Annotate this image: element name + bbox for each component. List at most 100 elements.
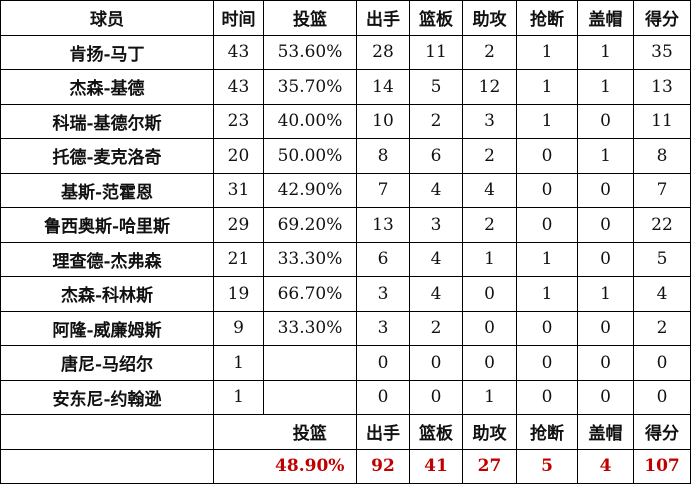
stat-cell: 1 [462,379,517,415]
stat-cell: 0 [577,172,634,208]
stat-cell: 13 [633,69,691,105]
table-row: 基斯-范霍恩 31 42.90% 7 4 4 0 0 7 [0,172,691,208]
stat-cell: 0 [577,345,634,381]
stat-cell: 2 [462,34,517,70]
player-name: 托德-麦克洛奇 [0,138,214,174]
stat-cell: 50.00% [263,138,357,174]
stat-cell: 0 [577,241,634,277]
table-row: 肯扬-马丁 43 53.60% 28 11 2 1 1 35 [0,34,691,70]
stat-cell: 0 [409,345,463,381]
stat-cell: 0 [633,345,691,381]
total-value: 92 [356,448,410,484]
summary-header-row: 投篮 出手 篮板 助攻 抢断 盖帽 得分 [0,414,691,450]
player-name: 阿隆-威廉姆斯 [0,310,214,346]
stat-cell: 35.70% [263,69,357,105]
stat-cell: 13 [356,207,410,243]
stat-cell: 0 [577,379,634,415]
table-row: 阿隆-威廉姆斯 9 33.30% 3 2 0 0 0 2 [0,310,691,346]
stat-cell: 9 [213,310,264,346]
stat-cell: 1 [213,345,264,381]
stat-cell: 4 [462,172,517,208]
total-value: 41 [409,448,463,484]
stat-cell: 1 [577,138,634,174]
stat-cell: 2 [462,207,517,243]
stat-cell: 1 [577,276,634,312]
stat-cell: 35 [633,34,691,70]
empty-cell [0,448,214,484]
stat-cell: 0 [577,207,634,243]
stat-cell: 40.00% [263,103,357,139]
summary-header: 投篮 [263,414,357,450]
stat-cell: 0 [356,379,410,415]
stat-cell: 0 [462,276,517,312]
stat-cell: 3 [462,103,517,139]
player-name: 安东尼-约翰逊 [0,379,214,415]
column-header: 篮板 [409,0,463,36]
total-value: 4 [577,448,634,484]
stat-cell: 33.30% [263,310,357,346]
player-name: 肯扬-马丁 [0,34,214,70]
stat-cell: 21 [213,241,264,277]
stat-cell: 0 [516,138,578,174]
empty-cell [213,414,264,450]
table-row: 科瑞-基德尔斯 23 40.00% 10 2 3 1 0 11 [0,103,691,139]
stat-cell: 28 [356,34,410,70]
stat-cell: 1 [213,379,264,415]
stat-cell: 10 [356,103,410,139]
stat-cell: 0 [462,310,517,346]
table-row: 理查德-杰弗森 21 33.30% 6 4 1 1 0 5 [0,241,691,277]
stat-cell: 8 [356,138,410,174]
stat-cell: 14 [356,69,410,105]
stat-cell: 3 [356,276,410,312]
column-header: 助攻 [462,0,517,36]
table-row: 安东尼-约翰逊 1 0 0 1 0 0 0 [0,379,691,415]
stat-cell: 11 [409,34,463,70]
summary-header: 出手 [356,414,410,450]
stat-cell: 1 [577,69,634,105]
stat-cell: 2 [633,310,691,346]
stat-cell [263,345,357,381]
stat-cell: 0 [462,345,517,381]
stat-cell: 0 [516,345,578,381]
empty-cell [213,448,264,484]
stat-cell: 5 [409,69,463,105]
stat-cell: 66.70% [263,276,357,312]
total-value: 48.90% [263,448,357,484]
stat-cell: 11 [633,103,691,139]
column-header: 出手 [356,0,410,36]
stat-cell: 69.20% [263,207,357,243]
column-header: 时间 [213,0,264,36]
totals-row: 48.90% 92 41 27 5 4 107 [0,448,691,484]
total-value: 27 [462,448,517,484]
stat-cell: 1 [516,69,578,105]
empty-cell [0,414,214,450]
stat-cell: 7 [356,172,410,208]
stat-cell: 0 [409,379,463,415]
stat-cell: 23 [213,103,264,139]
total-value: 5 [516,448,578,484]
stat-cell: 2 [409,103,463,139]
stat-cell: 33.30% [263,241,357,277]
stat-cell: 42.90% [263,172,357,208]
stat-cell: 1 [516,103,578,139]
stat-cell: 4 [409,276,463,312]
player-name: 鲁西奥斯-哈里斯 [0,207,214,243]
stat-cell: 7 [633,172,691,208]
column-header: 投篮 [263,0,357,36]
summary-header: 盖帽 [577,414,634,450]
stat-cell: 0 [516,207,578,243]
stat-cell: 1 [516,241,578,277]
stat-cell: 1 [577,34,634,70]
player-name: 理查德-杰弗森 [0,241,214,277]
stat-cell: 0 [516,172,578,208]
stat-cell: 6 [409,138,463,174]
table-row: 鲁西奥斯-哈里斯 29 69.20% 13 3 2 0 0 22 [0,207,691,243]
player-name: 唐尼-马绍尔 [0,345,214,381]
table-row: 托德-麦克洛奇 20 50.00% 8 6 2 0 1 8 [0,138,691,174]
stat-cell: 0 [516,379,578,415]
stat-cell: 53.60% [263,34,357,70]
player-name: 杰森-基德 [0,69,214,105]
stat-cell: 3 [409,207,463,243]
total-value: 107 [633,448,691,484]
